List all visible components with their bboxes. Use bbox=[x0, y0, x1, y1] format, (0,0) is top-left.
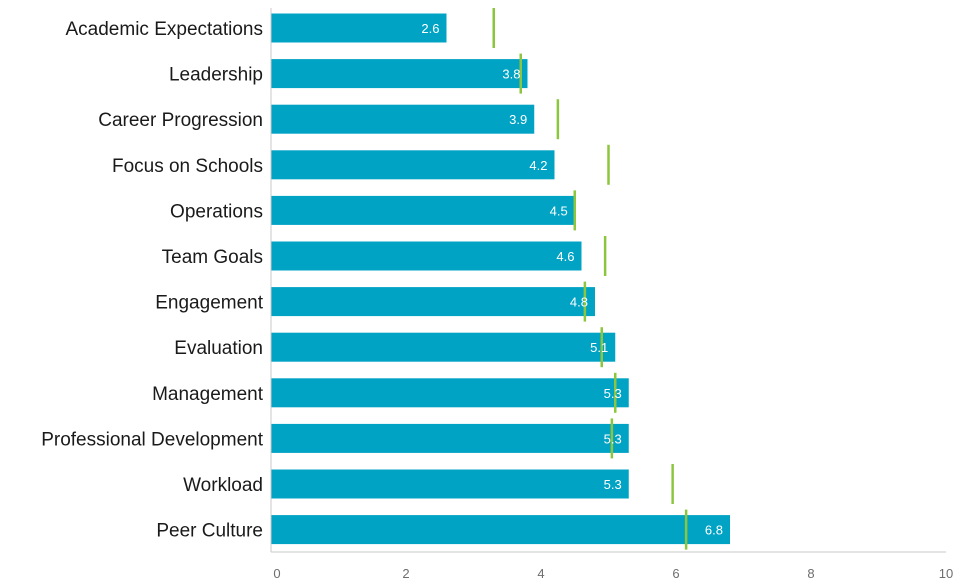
bar bbox=[271, 59, 528, 89]
x-tick-label: 4 bbox=[537, 566, 544, 581]
x-tick-label: 2 bbox=[402, 566, 409, 581]
markers-group bbox=[492, 8, 688, 550]
bar bbox=[271, 332, 616, 362]
x-tick-labels-group: 0 2 4 6 8 10 bbox=[273, 566, 953, 581]
value-label: 5.3 bbox=[604, 431, 622, 446]
category-label: Workload bbox=[183, 475, 263, 496]
category-label: Professional Development bbox=[41, 429, 264, 450]
category-label: Leadership bbox=[169, 65, 263, 86]
value-label: 4.8 bbox=[570, 295, 588, 310]
bars-group bbox=[271, 13, 730, 545]
value-label: 4.2 bbox=[529, 158, 547, 173]
bar bbox=[271, 241, 582, 271]
bar bbox=[271, 104, 535, 134]
bar bbox=[271, 150, 555, 180]
x-tick-label: 10 bbox=[939, 566, 953, 581]
category-label: Engagement bbox=[155, 293, 263, 314]
value-label: 6.8 bbox=[705, 523, 723, 538]
category-label: Peer Culture bbox=[156, 521, 263, 542]
bar bbox=[271, 469, 629, 499]
value-labels-group: 2.6 3.8 3.9 4.2 4.5 4.6 4.8 5.1 5.3 5.3 5.3 6.8 bbox=[421, 21, 723, 538]
value-label: 3.8 bbox=[502, 67, 520, 82]
x-tick-label: 6 bbox=[672, 566, 679, 581]
bar bbox=[271, 195, 575, 225]
category-label: Focus on Schools bbox=[112, 156, 263, 177]
category-label: Management bbox=[152, 384, 264, 405]
bar bbox=[271, 515, 730, 545]
x-tick-label: 8 bbox=[807, 566, 814, 581]
category-label: Career Progression bbox=[98, 110, 263, 131]
bar bbox=[271, 13, 447, 43]
value-label: 4.6 bbox=[556, 249, 574, 264]
x-tick-label: 0 bbox=[273, 566, 280, 581]
bar bbox=[271, 423, 629, 453]
value-label: 5.3 bbox=[604, 477, 622, 492]
bar bbox=[271, 287, 595, 317]
category-label: Academic Expectations bbox=[66, 19, 264, 40]
value-label: 5.1 bbox=[590, 340, 608, 355]
category-labels-group: Academic Expectations Leadership Career Pr… bbox=[41, 19, 264, 542]
bar bbox=[271, 378, 629, 408]
category-label: Operations bbox=[170, 201, 263, 222]
value-label: 2.6 bbox=[421, 21, 439, 36]
category-label: Evaluation bbox=[174, 338, 263, 359]
value-label: 4.5 bbox=[550, 203, 568, 218]
value-label: 3.9 bbox=[509, 112, 527, 127]
category-label: Team Goals bbox=[162, 247, 263, 268]
value-label: 5.3 bbox=[604, 386, 622, 401]
